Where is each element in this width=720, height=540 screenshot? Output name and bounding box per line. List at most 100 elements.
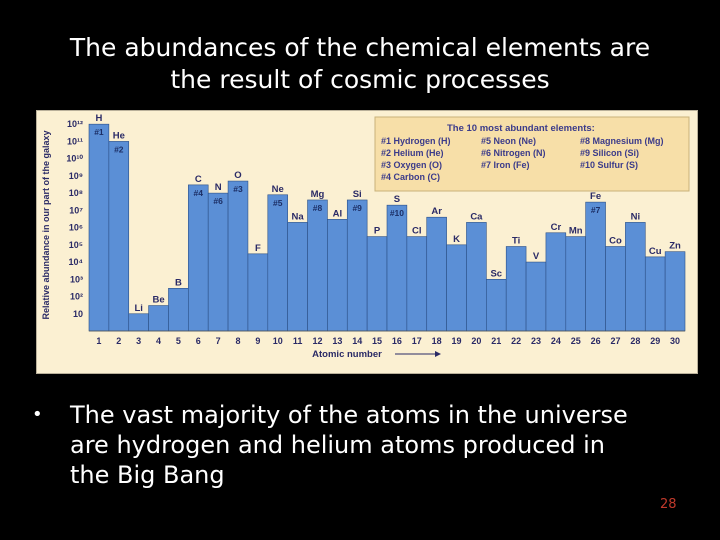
bar-symbol-label: Ar	[431, 206, 442, 217]
bar-Si	[346, 199, 368, 332]
bar-Fe	[585, 201, 606, 332]
x-tick-label: 23	[531, 336, 541, 346]
x-tick-label: 9	[255, 336, 260, 346]
bar-C	[188, 184, 209, 332]
x-tick-label: 17	[412, 336, 422, 346]
x-tick-label: 18	[432, 336, 442, 346]
bar-symbol-label: Cr	[551, 222, 562, 233]
x-tick-label: 10	[273, 336, 283, 346]
bars: H #1 He #2 Li Be B C #4 N #6 O #3 F Ne #5 Na Mg #8 Al Si #9 P S…	[88, 113, 686, 332]
y-tick-label: 10	[73, 309, 83, 319]
legend-entry: #8 Magnesium (Mg)	[580, 136, 664, 146]
y-tick-label: 10²	[70, 292, 83, 302]
bar-symbol-label: Cl	[412, 226, 422, 237]
bar-symbol-label: Li	[134, 303, 142, 314]
bar-Be	[148, 305, 169, 332]
bar-Ne	[267, 194, 288, 332]
bar-symbol-label: Na	[292, 211, 305, 222]
x-tick-label: 28	[630, 336, 640, 346]
abundance-chart: The 10 most abundant elements: #1 Hydrog…	[36, 110, 698, 374]
x-tick-label: 7	[216, 336, 221, 346]
x-tick-label: 29	[650, 336, 660, 346]
page-number: 28	[660, 497, 677, 512]
bar-symbol-label: C	[195, 174, 202, 185]
y-axis-label: Relative abundance in our part of the ga…	[41, 130, 51, 319]
bar-symbol-label: Mg	[311, 189, 325, 200]
bar-Ti	[505, 246, 527, 332]
legend-entry: #1 Hydrogen (H)	[381, 136, 451, 146]
legend-entry: #7 Iron (Fe)	[481, 160, 530, 170]
bar-Ca	[466, 222, 487, 332]
bar-Co	[605, 246, 626, 332]
y-tick-label: 10⁸	[69, 188, 83, 198]
bar-symbol-label: Fe	[590, 191, 601, 202]
bar-symbol-label: Ti	[512, 235, 520, 246]
slide-title-line-1: The abundances of the chemical elements …	[69, 33, 651, 62]
y-tick-label: 10¹⁰	[66, 154, 83, 164]
bar-V	[525, 261, 547, 332]
x-tick-label: 2	[116, 336, 121, 346]
bar-rank-label: #9	[352, 203, 362, 213]
legend-entry: #10 Sulfur (S)	[580, 160, 638, 170]
bar-symbol-label: Sc	[490, 268, 502, 279]
x-tick-label: 16	[392, 336, 402, 346]
x-tick-label: 3	[136, 336, 141, 346]
bar-symbol-label: P	[374, 226, 381, 237]
x-tick-label: 12	[312, 336, 322, 346]
x-tick-label: 22	[511, 336, 521, 346]
bullet-text: The vast majority of the atoms in the un…	[70, 401, 628, 489]
bar-Cr	[545, 232, 567, 332]
legend-entry: #9 Silicon (Si)	[580, 148, 639, 158]
x-tick-label: 15	[372, 336, 382, 346]
x-tick-label: 8	[235, 336, 240, 346]
bar-symbol-label: Si	[353, 189, 362, 200]
x-tick-label: 25	[571, 336, 581, 346]
x-tick-label: 13	[332, 336, 342, 346]
y-tick-label: 10⁴	[69, 257, 83, 267]
legend: The 10 most abundant elements: #1 Hydrog…	[374, 116, 690, 192]
abundance-chart-svg: The 10 most abundant elements: #1 Hydrog…	[41, 113, 690, 360]
x-tick-label: 5	[176, 336, 181, 346]
bar-symbol-label: Ca	[470, 211, 483, 222]
bar-symbol-label: B	[175, 277, 182, 288]
y-tick-label: 10³	[70, 274, 83, 284]
bar-symbol-label: Cu	[649, 246, 662, 257]
bar-symbol-label: K	[453, 234, 460, 245]
bar-rank-label: #10	[390, 208, 404, 218]
bar-symbol-label: Ni	[631, 211, 641, 222]
bar-symbol-label: Mn	[569, 226, 583, 237]
x-tick-label: 21	[491, 336, 501, 346]
x-tick-label: 26	[591, 336, 601, 346]
bar-symbol-label: F	[255, 243, 261, 254]
bar-B	[168, 288, 189, 332]
x-axis-label: Atomic number	[312, 349, 382, 360]
bar-S	[386, 204, 408, 332]
legend-box	[374, 116, 690, 192]
bar-Na	[287, 222, 308, 332]
bar-Cu	[644, 256, 666, 332]
legend-entry: #6 Nitrogen (N)	[481, 148, 546, 158]
x-tick-label: 20	[471, 336, 481, 346]
y-tick-label: 10⁷	[69, 205, 83, 215]
bar-Ar	[426, 216, 447, 332]
x-tick-label: 4	[156, 336, 161, 346]
x-tick-label: 27	[610, 336, 620, 346]
bar-Ni	[625, 222, 646, 332]
bar-symbol-label: S	[394, 194, 400, 205]
legend-title: The 10 most abundant elements:	[447, 123, 595, 134]
slide-title: The abundances of the chemical elements …	[0, 32, 720, 96]
bar-rank-label: #3	[233, 184, 243, 194]
y-tick-label: 10⁹	[69, 171, 83, 181]
bar-N	[207, 192, 229, 332]
bullet-marker: •	[32, 404, 43, 425]
bar-F	[247, 253, 269, 332]
slide-title-line-2: the result of cosmic processes	[170, 65, 550, 94]
bar-symbol-label: H	[95, 113, 102, 124]
bar-Al	[327, 219, 348, 332]
bar-symbol-label: Co	[609, 235, 622, 246]
bar-rank-label: #5	[273, 198, 283, 208]
axes: 1 2 3 4 5 6 7 8 9 10 11 12 13 14 15 16 17 18 19 20 21 22 23 24 2…	[41, 119, 685, 360]
bar-Li	[128, 313, 149, 332]
bar-symbol-label: Be	[152, 295, 164, 306]
bar-rank-label: #4	[194, 188, 204, 198]
